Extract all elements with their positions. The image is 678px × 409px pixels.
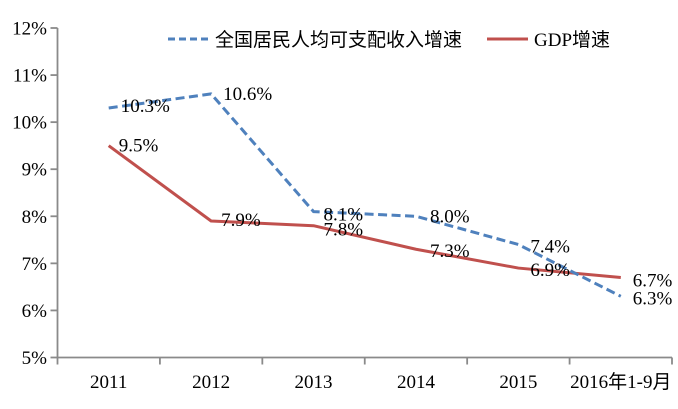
y-tick-label: 8% [22, 207, 48, 228]
series-line-1 [108, 92, 622, 298]
y-tick-label: 9% [22, 160, 48, 181]
data-label-0: 6.9% [530, 260, 570, 281]
x-tick-label: 2014 [397, 372, 436, 393]
data-label-0: 7.9% [221, 210, 261, 231]
x-tick-label: 2011 [90, 372, 127, 393]
data-label-0: 9.5% [119, 136, 159, 157]
data-label-0: 6.7% [633, 270, 673, 291]
data-label-1: 10.3% [121, 96, 170, 117]
data-label-1: 7.4% [530, 237, 570, 258]
y-tick-label: 6% [22, 301, 48, 322]
y-tick-label: 10% [12, 113, 47, 134]
data-label-1: 8.0% [430, 206, 470, 227]
legend-label-0: 全国居民人均可支配收入增速 [215, 29, 462, 51]
x-tick-label: 2013 [295, 372, 333, 393]
x-tick-label: 2012 [192, 372, 230, 393]
x-tick-label: 2015 [499, 372, 537, 393]
data-label-1: 8.1% [324, 205, 364, 226]
data-label-1: 6.3% [633, 288, 673, 309]
legend-label-1: GDP增速 [534, 29, 610, 51]
y-tick-label: 12% [12, 19, 47, 40]
y-tick-label: 11% [13, 66, 47, 87]
data-label-0: 7.8% [324, 220, 364, 241]
y-tick-label: 5% [22, 348, 48, 369]
data-label-0: 7.3% [430, 241, 470, 262]
y-tick-label: 7% [22, 254, 48, 275]
data-label-1: 10.6% [223, 84, 272, 105]
series-line-0 [107, 144, 621, 279]
x-tick-label: 2016年1-9月 [570, 371, 671, 393]
